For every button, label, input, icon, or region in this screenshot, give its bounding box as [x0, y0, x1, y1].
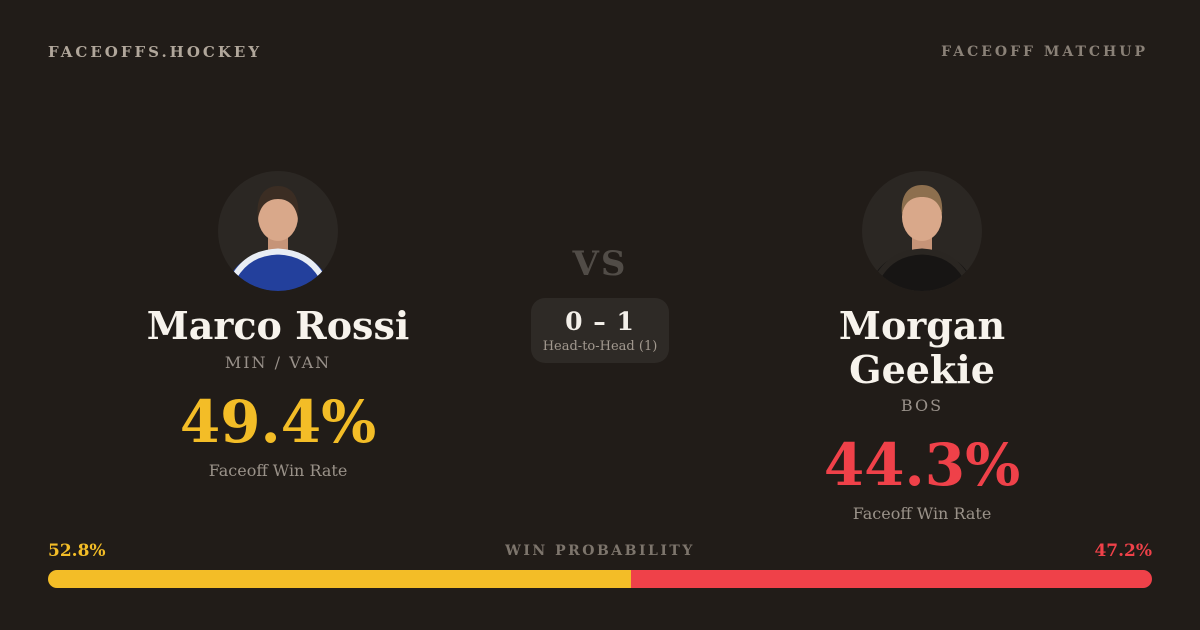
head-to-head-box: 0 – 1 Head-to-Head (1)	[531, 298, 669, 363]
page-title: FACEOFF MATCHUP	[941, 44, 1148, 60]
player-avatar-right	[862, 171, 982, 291]
player-name-right: Morgan Geekie	[838, 303, 1006, 392]
win-probability-bar	[48, 570, 1152, 588]
hair-right	[901, 185, 943, 215]
win-rate-right: 44.3%	[823, 431, 1021, 500]
brand-logo-text: FACEOFFS.HOCKEY	[48, 43, 263, 61]
head-left	[258, 193, 298, 241]
win-probability-row: 52.8% WIN PROBABILITY 47.2%	[48, 541, 1152, 563]
vs-label: VS	[572, 244, 628, 284]
win-probability-bar-right	[630, 570, 1152, 588]
versus-section: VS 0 – 1 Head-to-Head (1)	[440, 247, 760, 363]
player-card-left: Marco Rossi MIN / VAN 49.4% Faceoff Win …	[118, 171, 438, 480]
player-photo-right	[870, 185, 974, 291]
win-rate-left: 49.4%	[179, 387, 377, 456]
win-rate-label-right: Faceoff Win Rate	[852, 504, 992, 524]
head-to-head-record: 0 – 1	[565, 307, 635, 336]
player-avatar-left	[218, 171, 338, 291]
win-probability-label: WIN PROBABILITY	[505, 543, 695, 559]
win-probability-left-value: 52.8%	[48, 541, 106, 561]
player-name-left: Marco Rossi	[146, 303, 410, 348]
jersey-trim-right	[875, 248, 969, 279]
win-probability-right-value: 47.2%	[1094, 541, 1152, 561]
player-team-left: MIN / VAN	[224, 352, 332, 372]
player-team-right: BOS	[900, 396, 944, 416]
player-card-right: Morgan Geekie BOS 44.3% Faceoff Win Rate	[762, 171, 1082, 523]
hair-left	[257, 186, 299, 219]
head-to-head-label: Head-to-Head (1)	[542, 338, 658, 354]
win-probability-bar-left	[48, 570, 631, 588]
head-right	[902, 193, 942, 241]
jersey-trim-left	[231, 248, 325, 279]
win-rate-label-left: Faceoff Win Rate	[208, 460, 348, 480]
player-photo-left	[226, 186, 330, 291]
